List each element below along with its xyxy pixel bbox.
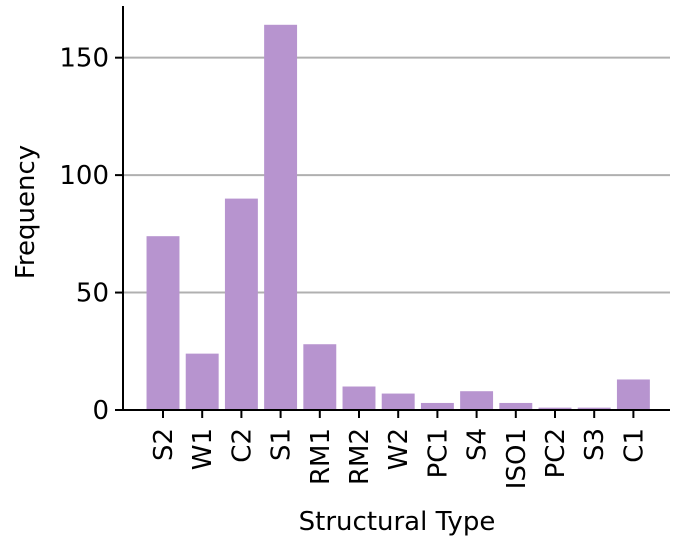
bar-C2 bbox=[224, 198, 258, 410]
x-axis-label: Structural Type bbox=[299, 507, 496, 537]
x-tick-label-PC1: PC1 bbox=[423, 428, 453, 478]
axes bbox=[122, 6, 670, 411]
gridlines bbox=[123, 56, 670, 294]
x-tick-label-ISO1: ISO1 bbox=[502, 428, 532, 489]
bar-ISO1 bbox=[499, 402, 533, 410]
bar-S2 bbox=[146, 236, 180, 410]
x-tick-label-PC2: PC2 bbox=[541, 428, 571, 478]
bar-PC2 bbox=[538, 407, 572, 410]
bar-RM1 bbox=[303, 344, 337, 410]
y-ticks: 0 50 100 150 bbox=[59, 44, 123, 426]
x-tick-label-S3: S3 bbox=[580, 428, 610, 461]
x-tick-label-RM2: RM2 bbox=[345, 428, 375, 485]
x-tick-label-C1: C1 bbox=[619, 428, 649, 463]
x-tick-label-S4: S4 bbox=[463, 428, 493, 461]
x-tick-label-W2: W2 bbox=[384, 428, 414, 470]
x-tick-label-S1: S1 bbox=[267, 428, 297, 461]
bar-S4 bbox=[460, 391, 494, 410]
y-tick-label-150: 150 bbox=[59, 44, 109, 74]
bar-S3 bbox=[577, 407, 611, 410]
y-tick-label-100: 100 bbox=[59, 161, 109, 191]
x-tick-label-C2: C2 bbox=[227, 428, 257, 463]
bar-S1 bbox=[264, 24, 298, 410]
y-tick-label-0: 0 bbox=[92, 396, 109, 426]
bar-W2 bbox=[381, 393, 415, 410]
x-tick-label-RM1: RM1 bbox=[306, 428, 336, 485]
bar-RM2 bbox=[342, 386, 376, 410]
bar-W1 bbox=[185, 353, 219, 410]
y-axis-label: Frequency bbox=[11, 145, 41, 279]
x-tick-label-S2: S2 bbox=[149, 428, 179, 461]
bar-PC1 bbox=[420, 402, 454, 410]
x-tick-label-W1: W1 bbox=[188, 428, 218, 470]
bar-C1 bbox=[616, 379, 650, 410]
y-tick-label-50: 50 bbox=[76, 279, 109, 309]
bars bbox=[146, 24, 650, 410]
x-ticks: S2 W1 C2 S1 RM1 RM2 W2 PC1 S4 ISO1 PC2 S3 C1 bbox=[149, 410, 649, 489]
